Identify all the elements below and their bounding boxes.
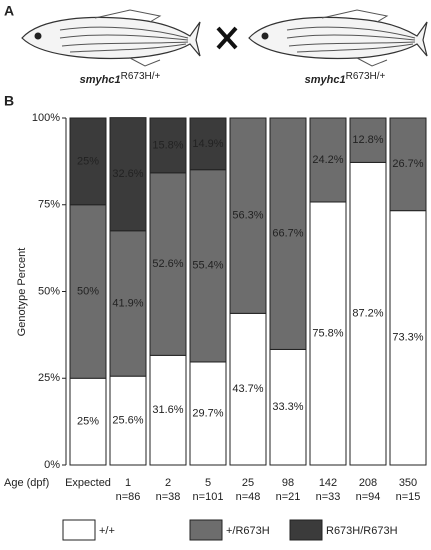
bar-segment	[149, 117, 187, 174]
parent-genotype: smyhc1R673H/+	[305, 71, 386, 86]
bar-segment	[109, 117, 147, 232]
sample-size: n=21	[276, 491, 301, 503]
y-tick-label: 100%	[32, 112, 60, 124]
fish-right	[248, 9, 428, 67]
x-tick-label: 208	[359, 477, 377, 489]
x-tick-label: 98	[282, 477, 294, 489]
panel-label: A	[4, 3, 14, 19]
legend-swatch	[62, 519, 96, 541]
x-tick-label: Expected	[65, 477, 111, 489]
value-label: 33.3%	[272, 401, 303, 413]
value-label: 25%	[77, 155, 99, 167]
x-axis-label: Age (dpf)	[4, 477, 49, 489]
bar-segment	[389, 117, 427, 212]
sample-size: n=86	[116, 491, 141, 503]
x-tick-label: 142	[319, 477, 337, 489]
gene-name: smyhc1	[80, 74, 121, 86]
cross-symbol	[216, 26, 238, 50]
x-tick-label: 25	[242, 477, 254, 489]
gene-name: smyhc1	[305, 74, 346, 86]
bar-segment	[109, 230, 147, 377]
x-tick-label: 5	[205, 477, 211, 489]
value-label: 87.2%	[352, 308, 383, 320]
panel-label: B	[4, 93, 14, 109]
bar-segment	[229, 117, 267, 314]
sample-size: n=94	[356, 491, 381, 503]
value-label: 73.3%	[392, 332, 423, 344]
parent-genotype: smyhc1R673H/+	[80, 71, 161, 86]
value-label: 66.7%	[272, 228, 303, 240]
sample-size: n=15	[396, 491, 421, 503]
sample-size: n=38	[156, 491, 181, 503]
value-label: 55.4%	[192, 260, 223, 272]
value-label: 24.2%	[312, 154, 343, 166]
legend-label: +/+	[99, 525, 115, 537]
value-label: 12.8%	[352, 134, 383, 146]
y-tick-label: 75%	[38, 199, 60, 211]
value-label: 75.8%	[312, 327, 343, 339]
y-tick-label: 50%	[38, 285, 60, 297]
value-label: 56.3%	[232, 210, 263, 222]
legend-label: R673H/R673H	[326, 525, 398, 537]
bar-segment	[149, 172, 187, 356]
bar-segment	[189, 117, 227, 171]
allele: R673H/+	[346, 71, 386, 82]
value-label: 41.9%	[112, 297, 143, 309]
x-tick-label: 350	[399, 477, 417, 489]
fish-left	[21, 9, 201, 67]
allele: R673H/+	[121, 71, 161, 82]
sample-size: n=101	[193, 491, 224, 503]
value-label: 29.7%	[192, 407, 223, 419]
y-tick-label: 0%	[44, 459, 60, 471]
bar-segment	[309, 117, 347, 203]
x-tick-label: 2	[165, 477, 171, 489]
value-label: 50%	[77, 285, 99, 297]
value-label: 25.6%	[112, 414, 143, 426]
legend-swatch	[189, 519, 223, 541]
sample-size: n=33	[316, 491, 341, 503]
bar-segment	[349, 117, 387, 163]
value-label: 43.7%	[232, 383, 263, 395]
bar-segment	[229, 312, 267, 466]
value-label: 14.9%	[192, 138, 223, 150]
legend-swatch	[289, 519, 323, 541]
bar-segment	[349, 161, 387, 466]
bar-segment	[69, 204, 107, 379]
bar-segment	[309, 201, 347, 466]
bar-segment	[189, 361, 227, 466]
x-tick-label: 1	[125, 477, 131, 489]
value-label: 52.6%	[152, 258, 183, 270]
bar-segment	[389, 210, 427, 466]
bar-segment	[69, 377, 107, 466]
legend-label: +/R673H	[226, 525, 270, 537]
y-tick-label: 25%	[38, 372, 60, 384]
bar-segment	[189, 169, 227, 363]
value-label: 31.6%	[152, 404, 183, 416]
value-label: 26.7%	[392, 158, 423, 170]
bar-segment	[269, 117, 307, 350]
bar-segment	[69, 117, 107, 206]
value-label: 25%	[77, 416, 99, 428]
value-label: 15.8%	[152, 139, 183, 151]
sample-size: n=48	[236, 491, 261, 503]
value-label: 32.6%	[112, 168, 143, 180]
y-axis-label: Genotype Percent	[16, 248, 28, 337]
